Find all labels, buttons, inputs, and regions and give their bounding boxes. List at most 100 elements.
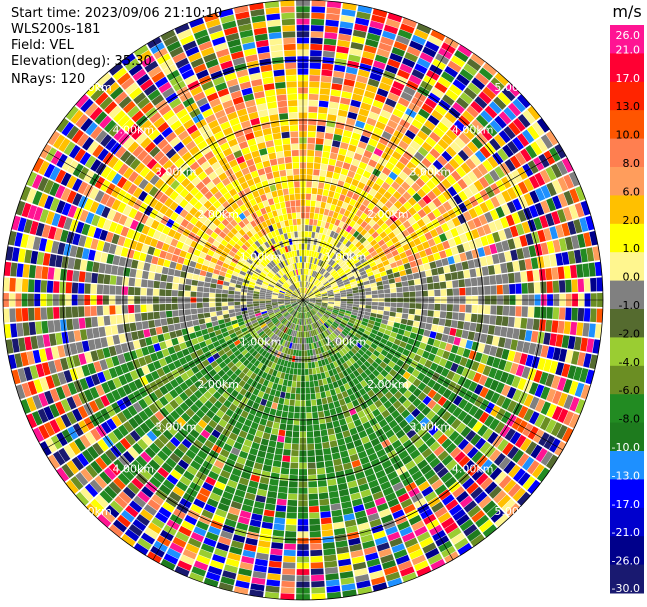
velocity-gate (346, 291, 353, 295)
velocity-gate (331, 332, 338, 338)
velocity-gate (427, 254, 435, 263)
velocity-gate (304, 337, 307, 344)
velocity-gate (232, 495, 244, 504)
velocity-gate (332, 172, 340, 180)
velocity-gate (177, 560, 193, 572)
velocity-gate (319, 318, 325, 324)
velocity-gate (526, 318, 534, 330)
velocity-gate (384, 302, 391, 307)
velocity-gate (306, 275, 309, 282)
velocity-gate (543, 255, 551, 268)
velocity-gate (197, 280, 205, 287)
velocity-gate (317, 233, 323, 240)
velocity-gate (73, 330, 82, 342)
velocity-gate (524, 258, 533, 270)
velocity-gate (84, 272, 92, 283)
velocity-gate (222, 570, 237, 580)
velocity-gate (418, 480, 430, 492)
velocity-gate (463, 523, 478, 537)
velocity-gate (401, 135, 413, 145)
velocity-gate (460, 162, 472, 174)
velocity-gate (424, 421, 435, 432)
velocity-gate (217, 502, 230, 512)
velocity-gate (193, 560, 209, 571)
velocity-gate (352, 230, 360, 238)
velocity-gate (308, 368, 313, 375)
velocity-gate (291, 449, 299, 457)
velocity-gate (368, 111, 379, 121)
velocity-gate (262, 515, 274, 523)
velocity-gate (322, 248, 328, 255)
velocity-gate (509, 431, 522, 445)
velocity-gate (286, 341, 291, 348)
velocity-gate (309, 537, 322, 544)
velocity-gate (424, 247, 433, 256)
velocity-gate (425, 269, 432, 277)
velocity-gate (278, 365, 284, 372)
velocity-gate (243, 498, 255, 507)
velocity-gate (390, 302, 397, 308)
velocity-gate (533, 306, 541, 318)
velocity-gate (290, 336, 295, 343)
velocity-gate (425, 452, 437, 464)
velocity-gate (342, 129, 353, 138)
velocity-gate (325, 573, 339, 581)
velocity-gate (557, 177, 569, 192)
velocity-gate (345, 176, 353, 184)
velocity-gate (319, 353, 324, 360)
velocity-gate (308, 292, 314, 297)
velocity-gate (326, 274, 332, 280)
velocity-gate (293, 368, 298, 375)
velocity-gate (436, 182, 447, 193)
velocity-gate (231, 468, 242, 477)
velocity-gate (314, 207, 320, 214)
velocity-gate (159, 304, 166, 311)
velocity-gate (563, 394, 574, 410)
velocity-gate (588, 323, 596, 338)
velocity-gate (366, 558, 381, 568)
velocity-gate (421, 350, 430, 359)
velocity-gate (577, 308, 585, 322)
velocity-gate (344, 436, 353, 444)
velocity-gate (338, 283, 345, 288)
velocity-gate (365, 447, 376, 456)
velocity-gate (414, 438, 425, 449)
velocity-gate (160, 558, 176, 571)
velocity-gate (531, 463, 545, 479)
velocity-gate (294, 311, 299, 318)
velocity-gate (444, 426, 455, 438)
velocity-gate (512, 117, 526, 132)
velocity-gate (323, 271, 329, 277)
velocity-gate (396, 302, 403, 308)
velocity-gate (84, 317, 92, 328)
velocity-gate (315, 144, 323, 151)
velocity-gate (332, 285, 339, 290)
velocity-gate (319, 308, 326, 312)
velocity-gate (380, 323, 387, 329)
velocity-gate (165, 289, 172, 297)
velocity-gate (359, 295, 366, 299)
velocity-gate (378, 82, 391, 92)
velocity-gate (447, 352, 457, 362)
velocity-gate (372, 386, 380, 394)
velocity-gate (274, 377, 280, 384)
velocity-gate (9, 277, 16, 292)
velocity-gate (128, 277, 136, 287)
velocity-gate (323, 454, 333, 462)
velocity-gate (163, 553, 179, 565)
velocity-gate (297, 312, 300, 319)
velocity-gate (306, 337, 309, 344)
velocity-gate (321, 302, 328, 305)
velocity-gate (497, 438, 509, 452)
velocity-gate (439, 341, 447, 350)
velocity-gate (465, 287, 472, 296)
velocity-gate (339, 332, 346, 339)
velocity-gate (40, 307, 48, 320)
velocity-gate (516, 491, 531, 506)
velocity-gate (333, 192, 341, 200)
velocity-gate (311, 580, 325, 588)
velocity-gate (370, 250, 378, 258)
velocity-gate (348, 54, 361, 63)
velocity-gate (303, 300, 305, 307)
velocity-gate (465, 158, 477, 170)
